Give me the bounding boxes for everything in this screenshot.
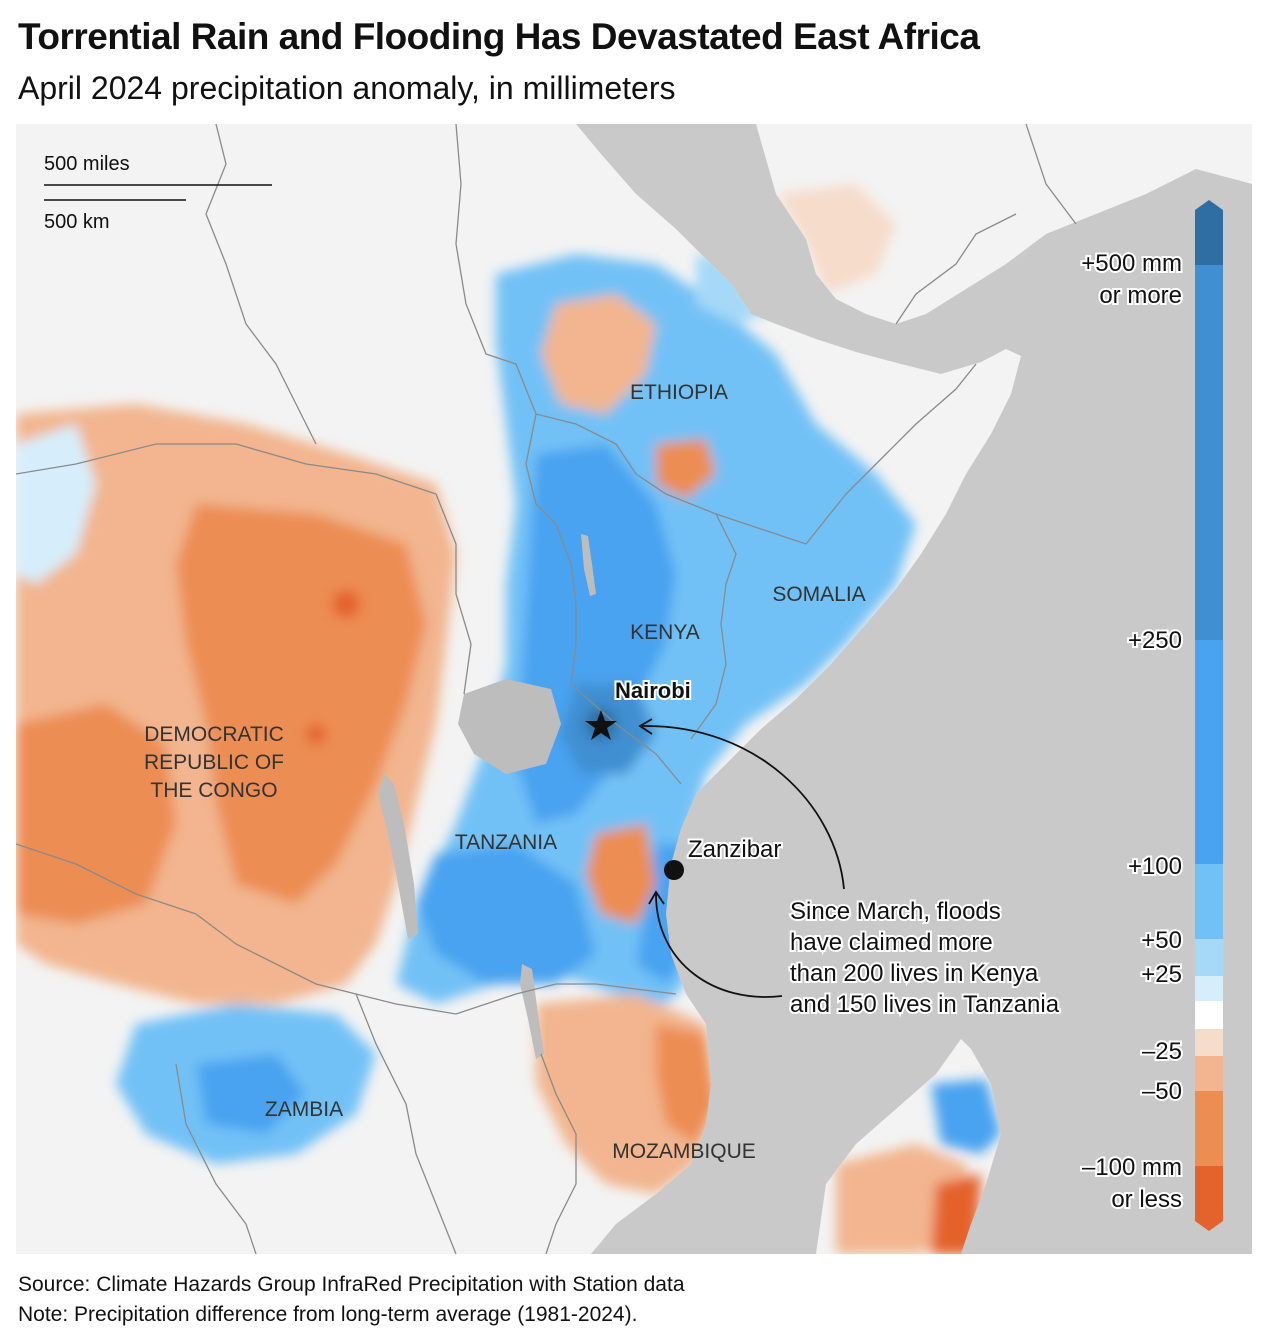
lake-tanganyika — [378, 774, 418, 939]
annotation: Since March, floods have claimed more th… — [788, 896, 1062, 1020]
legend-swatch-m25-50 — [1195, 1056, 1223, 1091]
scale-km-label: 500 km — [44, 211, 110, 233]
country-label-drc-line3: THE CONGO — [150, 779, 277, 802]
legend-label-minus25: –25 — [1142, 1038, 1182, 1065]
annotation-line-3: than 200 lives in Kenya — [790, 960, 1039, 987]
country-label-tanzania: TANZANIA — [455, 831, 557, 854]
scale-bar: 500 miles 500 km — [44, 153, 272, 233]
scale-miles-label: 500 miles — [44, 153, 130, 175]
nairobi-label: Nairobi — [615, 678, 691, 703]
footer: Source: Climate Hazards Group InfraRed P… — [18, 1270, 685, 1330]
arrow-to-nairobi — [641, 725, 845, 890]
source-note: Source: Climate Hazards Group InfraRed P… — [18, 1273, 685, 1296]
legend-swatch-m50-100 — [1195, 1091, 1223, 1166]
legend: +500 mm or more +250 +100 +50 +25 –25 –5… — [1079, 200, 1223, 1231]
legend-label-plus250: +250 — [1128, 627, 1182, 654]
country-label-drc-line2: REPUBLIC OF — [144, 751, 284, 774]
country-label-drc-line1: DEMOCRATIC — [144, 723, 284, 746]
zanzibar-marker: Zanzibar — [664, 834, 783, 880]
chart-title: Torrential Rain and Flooding Has Devasta… — [18, 16, 980, 57]
country-label-zambia: ZAMBIA — [265, 1098, 343, 1121]
legend-swatch-0-25 — [1195, 976, 1223, 1001]
annotation-arrows — [638, 718, 845, 998]
annotation-line-1: Since March, floods — [790, 898, 1001, 925]
annotation-line-2: have claimed more — [790, 929, 993, 956]
arrowhead-nairobi — [638, 718, 653, 735]
method-note: Note: Precipitation difference from long… — [18, 1303, 638, 1326]
legend-color-bar — [1195, 200, 1223, 1231]
country-label-kenya: KENYA — [630, 621, 700, 644]
legend-label-minus100-line1: –100 mm — [1082, 1154, 1182, 1181]
arrow-to-zanzibar — [655, 893, 783, 998]
lake-turkana — [581, 534, 596, 596]
country-labels: ETHIOPIA SOMALIA KENYA TANZANIA ZAMBIA M… — [144, 381, 866, 1163]
country-label-ethiopia: ETHIOPIA — [630, 381, 728, 404]
legend-swatch-under100 — [1195, 1166, 1223, 1231]
legend-swatch-250-500 — [1195, 265, 1223, 640]
legend-swatch-50-100 — [1195, 864, 1223, 939]
country-label-mozambique: MOZAMBIQUE — [612, 1140, 756, 1163]
nairobi-marker: Nairobi — [585, 676, 693, 740]
legend-label-plus100: +100 — [1128, 853, 1182, 880]
lake-malawi — [520, 964, 544, 1059]
legend-label-plus500-line2: or more — [1099, 282, 1182, 309]
annotation-line-4: and 150 lives in Tanzania — [790, 991, 1060, 1018]
legend-swatch-m0-25 — [1195, 1029, 1223, 1056]
legend-swatch-100-250 — [1195, 640, 1223, 864]
lake-victoria — [458, 679, 561, 774]
legend-swatch-25-50 — [1195, 939, 1223, 976]
legend-swatch-over500 — [1195, 200, 1223, 265]
lakes — [378, 534, 596, 1059]
arabian-peninsula — [756, 124, 1252, 324]
arrowhead-zanzibar — [648, 890, 665, 905]
precipitation-map: 500 miles 500 km ETHIOPIA SOMALIA KENYA … — [16, 124, 1252, 1254]
country-borders — [16, 124, 1077, 1254]
dot-icon — [664, 860, 684, 880]
star-icon — [585, 710, 617, 740]
legend-label-plus50: +50 — [1141, 927, 1182, 954]
legend-label-minus50: –50 — [1142, 1078, 1182, 1105]
country-label-somalia: SOMALIA — [772, 583, 865, 606]
chart-subtitle: April 2024 precipitation anomaly, in mil… — [18, 70, 676, 106]
zanzibar-label: Zanzibar — [688, 836, 781, 863]
legend-swatch-neutral — [1195, 1001, 1223, 1029]
legend-label-minus100-line2: or less — [1111, 1186, 1182, 1213]
legend-label-plus500-line1: +500 mm — [1081, 250, 1182, 277]
legend-label-plus25: +25 — [1141, 961, 1182, 988]
